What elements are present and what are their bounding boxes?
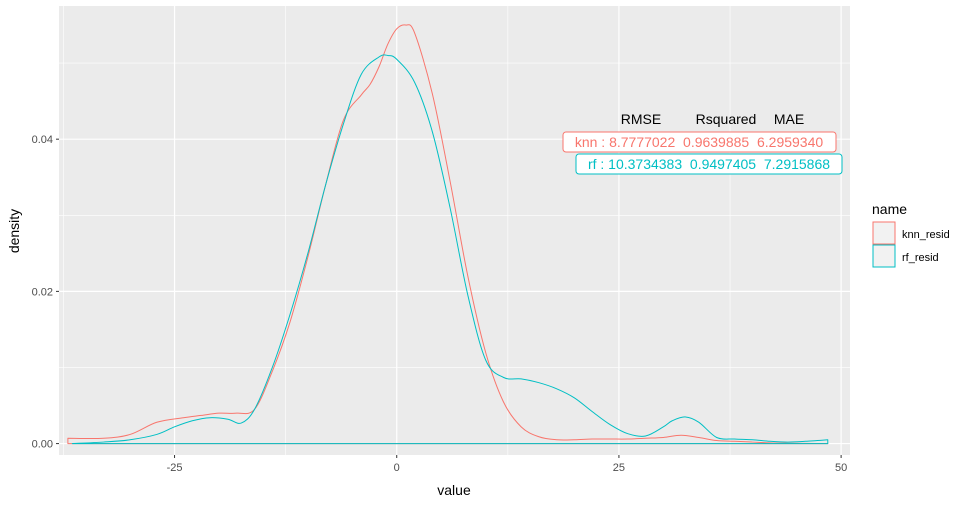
legend-label-knn: knn_resid	[902, 229, 950, 241]
density-curve-rf_resid	[71, 54, 829, 445]
x-tick-label: -25	[167, 462, 183, 474]
y-axis-ticks: 0.00 0.02 0.04	[32, 134, 59, 451]
legend-title: name	[872, 201, 907, 217]
legend-label-rf: rf_resid	[902, 252, 939, 264]
metrics-annotation: RMSE Rsquared MAE knn : 8.7777022 0.9639…	[562, 111, 843, 175]
y-tick-label: 0.02	[32, 286, 53, 298]
annotation-header-rsquared: Rsquared	[696, 111, 757, 127]
density-series	[67, 24, 829, 445]
y-axis-title: density	[6, 209, 22, 253]
legend-key-knn	[872, 221, 896, 245]
x-axis-ticks: -25 0 25 50	[167, 455, 847, 474]
minor-gridlines	[59, 6, 850, 455]
x-axis-title: value	[437, 482, 471, 498]
y-tick-label: 0.00	[32, 439, 53, 451]
annotation-rf-row: rf : 10.3734383 0.9497405 7.2915868	[588, 156, 830, 172]
annotation-knn-box	[562, 131, 837, 153]
annotation-header-mae: MAE	[774, 111, 804, 127]
density-curve-knn_resid	[67, 24, 829, 445]
legend: name knn_resid rf_resid	[872, 201, 950, 268]
x-tick-label: 0	[394, 462, 400, 474]
y-tick-label: 0.04	[32, 134, 53, 146]
x-tick-label: 50	[835, 462, 847, 474]
annotation-knn-row: knn : 8.7777022 0.9639885 6.2959340	[575, 134, 824, 150]
annotation-header-rmse: RMSE	[621, 111, 661, 127]
x-tick-label: 25	[613, 462, 625, 474]
legend-key-rf	[872, 244, 896, 268]
annotation-rf-box	[575, 153, 843, 175]
